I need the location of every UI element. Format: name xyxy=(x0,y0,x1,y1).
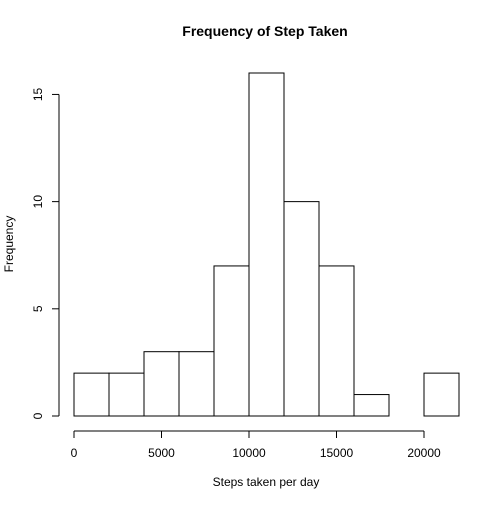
chart-title: Frequency of Step Taken xyxy=(182,23,347,39)
histogram-bar-6 xyxy=(283,201,320,417)
histogram-bars xyxy=(73,72,460,417)
histogram-bar-3 xyxy=(178,351,215,417)
histogram-bar-4 xyxy=(213,265,250,417)
y-tick-label-2: 10 xyxy=(31,195,45,209)
histogram-bar-10 xyxy=(423,372,460,417)
y-tick-label-1: 5 xyxy=(31,305,45,312)
x-tick-label-0: 0 xyxy=(71,446,78,460)
x-tick-label-3: 15000 xyxy=(320,446,354,460)
y-tick-label-0: 0 xyxy=(31,412,45,419)
x-axis: 0 5000 10000 15000 20000 xyxy=(71,430,441,460)
histogram-bar-5 xyxy=(248,72,285,417)
histogram-bar-0 xyxy=(73,372,110,417)
histogram-bar-7 xyxy=(318,265,355,417)
histogram-bar-1 xyxy=(108,372,145,417)
x-tick-label-1: 5000 xyxy=(148,446,175,460)
x-tick-label-4: 20000 xyxy=(407,446,441,460)
y-axis: 0 5 10 15 xyxy=(31,87,60,419)
histogram-bar-2 xyxy=(143,351,180,417)
y-axis-label: Frequency xyxy=(2,216,16,273)
histogram-bar-8 xyxy=(353,394,390,417)
y-tick-label-3: 15 xyxy=(31,87,45,101)
x-axis-label: Steps taken per day xyxy=(213,475,320,489)
x-tick-label-2: 10000 xyxy=(232,446,266,460)
